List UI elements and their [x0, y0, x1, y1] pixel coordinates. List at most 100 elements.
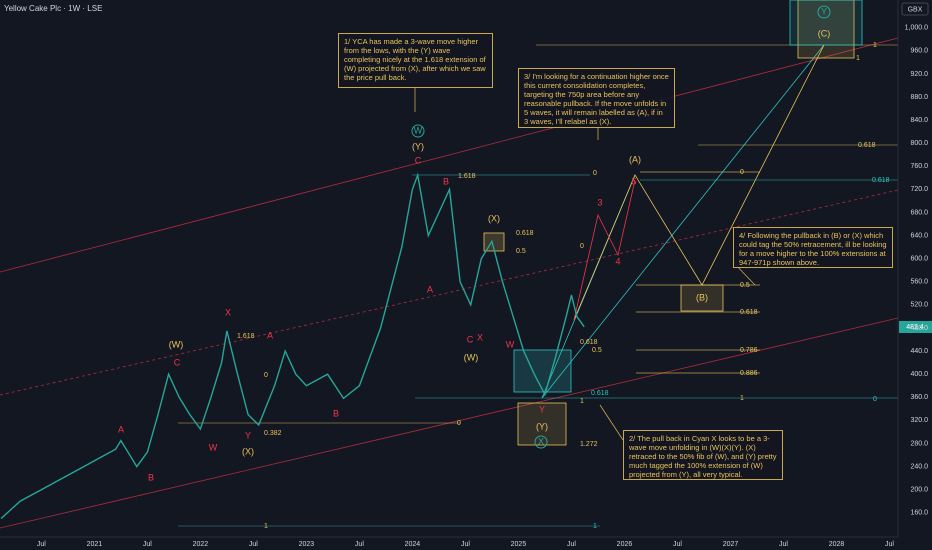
y-tick-label: 240.0	[910, 463, 928, 470]
fib-label: 1	[856, 55, 860, 62]
y-tick-label: 400.0	[910, 371, 928, 378]
chart-title: Yellow Cake Plc · 1W · LSE	[4, 4, 102, 13]
currency-box	[901, 2, 929, 16]
x-tick-label: Jul	[355, 541, 364, 548]
x-tick-label: Jul	[885, 541, 894, 548]
wave-label: (Y)	[412, 141, 424, 151]
wave-circle	[534, 435, 548, 449]
x-tick-label: Jul	[37, 541, 46, 548]
x-tick-label: 2024	[405, 541, 421, 548]
wave-label: B	[333, 408, 339, 418]
wave-label: A	[267, 330, 273, 340]
fib-label: 0	[264, 372, 268, 379]
x-tick-label: Jul	[779, 541, 788, 548]
wave-label: Y	[821, 6, 827, 16]
wave-label: (X)	[242, 446, 254, 456]
x-tick-label: Jul	[567, 541, 576, 548]
wave-label: 5	[631, 176, 636, 186]
fib-label: 0	[593, 170, 597, 177]
y-tick-label: 520.0	[910, 302, 928, 309]
wave-label: W	[209, 442, 218, 452]
wave-label: (C)	[818, 28, 831, 38]
note: 2/ The pull back in Cyan X looks to be a…	[623, 430, 783, 480]
price-axis	[898, 0, 932, 550]
wave-label: W	[506, 339, 515, 349]
wave-label: C	[467, 334, 474, 344]
fib-label: 0.5	[740, 282, 750, 289]
fib-label: 0.618	[872, 177, 890, 184]
y-tick-label: 880.0	[910, 94, 928, 101]
wave-label: C	[415, 155, 422, 165]
price-line	[0, 172, 585, 520]
wave-label: X	[477, 332, 483, 342]
y-tick-label: 560.0	[910, 279, 928, 286]
fib-label: 0.382	[264, 430, 282, 437]
fib-label: 1.618	[458, 173, 476, 180]
y-tick-label: 680.0	[910, 209, 928, 216]
fib-label: 0	[873, 396, 877, 403]
fib-label: 0.618	[858, 142, 876, 149]
currency: GBX	[908, 6, 923, 13]
drawings	[0, 0, 899, 529]
fib-label: 0.618	[580, 339, 598, 346]
x-tick-label: 2025	[511, 541, 527, 548]
fib-label: 0.618	[591, 390, 609, 397]
y-tick-label: 440.0	[910, 348, 928, 355]
y-tick-label: 920.0	[910, 71, 928, 78]
fib-label: 1	[264, 523, 268, 530]
wave-label: 3	[597, 197, 602, 207]
wave-label: C	[174, 357, 181, 367]
fib-label: 1	[740, 395, 744, 402]
wave-circle	[817, 5, 831, 19]
y-tick-label: 800.0	[910, 140, 928, 147]
note: 4/ Following the pullback in (B) or (X) …	[733, 227, 893, 268]
fib-label: 0.618	[740, 309, 758, 316]
fib-label: 1.618	[237, 333, 255, 340]
y-tick-label: 1,000.0	[905, 25, 928, 32]
fib-label: 0	[580, 243, 584, 250]
fib-label: 0.5	[516, 248, 526, 255]
wave-label: B	[443, 176, 449, 186]
fib-label: 0.618	[516, 230, 534, 237]
wave-label: W	[414, 125, 423, 135]
fib-label: 0	[740, 169, 744, 176]
wave-circle	[411, 124, 425, 138]
wave-label: B	[148, 472, 154, 482]
fib-label: 0.786	[740, 347, 758, 354]
wave-label: X	[538, 436, 544, 446]
x-tick-label: Jul	[673, 541, 682, 548]
x-tick-label: 2021	[87, 541, 103, 548]
fib-label: 0.5	[592, 347, 602, 354]
y-tick-label: 320.0	[910, 417, 928, 424]
price-tag	[899, 321, 932, 333]
note: 1/ YCA has made a 3-wave move higher fro…	[338, 33, 493, 88]
wave-label: (W)	[169, 339, 184, 349]
x-tick-label: Jul	[461, 541, 470, 548]
x-tick-label: 2026	[617, 541, 633, 548]
wave-label: A	[427, 284, 433, 294]
x-tick-label: Jul	[249, 541, 258, 548]
wave-label: (X)	[488, 213, 500, 223]
wave-label: (B)	[696, 292, 708, 302]
fib-label: 0	[457, 420, 461, 427]
fib-label: 1	[580, 398, 584, 405]
x-tick-label: 2028	[829, 541, 845, 548]
wave-label: Y	[245, 430, 251, 440]
price-label: 482.4	[906, 324, 924, 331]
wave-label: (A)	[629, 154, 641, 164]
fib-label: 1	[873, 42, 877, 49]
y-tick-label: 760.0	[910, 163, 928, 170]
y-tick-label: 360.0	[910, 394, 928, 401]
wave-label: 4	[615, 256, 620, 266]
x-tick-label: 2027	[723, 541, 739, 548]
wave-label: Y	[539, 404, 545, 414]
y-tick-label: 480.0	[910, 325, 928, 332]
x-tick-label: Jul	[143, 541, 152, 548]
y-tick-label: 640.0	[910, 232, 928, 239]
note: 3/ I'm looking for a continuation higher…	[518, 68, 675, 128]
wave-label: (W)	[464, 352, 479, 362]
y-tick-label: 160.0	[910, 510, 928, 517]
x-tick-label: 2023	[299, 541, 315, 548]
